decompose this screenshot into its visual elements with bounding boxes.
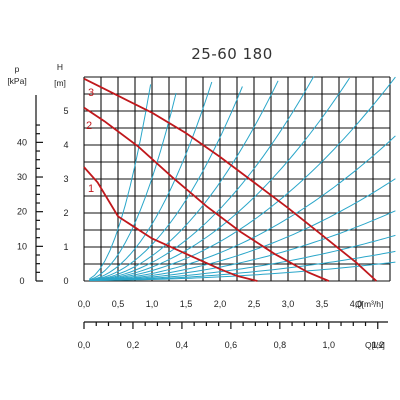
pump-curve-label: 3 xyxy=(88,87,94,99)
flow-ls-tick-label: 0,0 xyxy=(78,340,91,350)
flow-tick-label: 3,5 xyxy=(316,299,329,309)
head-tick-label: 3 xyxy=(63,174,68,184)
head-tick-label: 2 xyxy=(63,208,68,218)
flow-ls-tick-label: 1,0 xyxy=(323,340,336,350)
head-tick-label: 0 xyxy=(63,276,68,286)
pump-curves: 1 2 3 xyxy=(83,77,378,282)
head-axis-label: H xyxy=(57,62,63,72)
flow-axis-ls: 0,0 0,2 0,4 0,6 0,8 1,0 1,2 xyxy=(78,321,388,350)
pump-curve-1 xyxy=(83,166,258,282)
flow-ls-tick-label: 0,6 xyxy=(225,340,238,350)
head-tick-label: 1 xyxy=(63,242,68,252)
system-curve xyxy=(89,84,152,280)
pressure-axis: 0 10 20 30 40 xyxy=(17,95,43,286)
pressure-tick-label: 40 xyxy=(17,137,27,147)
system-curve xyxy=(89,261,396,281)
flow-ls-tick-label: 1,2 xyxy=(372,340,385,350)
system-curve xyxy=(89,92,177,281)
system-curve xyxy=(89,210,396,281)
head-axis-unit: [m] xyxy=(54,78,66,88)
head-tick-label: 5 xyxy=(63,106,68,116)
flow-tick-label: 1,5 xyxy=(180,299,193,309)
system-curve xyxy=(89,80,279,281)
system-curve xyxy=(89,234,396,281)
pressure-axis-unit: [kPa] xyxy=(7,76,26,86)
system-curve xyxy=(89,77,350,281)
system-curve xyxy=(89,76,396,281)
flow-tick-label: 2,5 xyxy=(248,299,261,309)
pressure-tick-label: 30 xyxy=(17,172,27,182)
system-curve xyxy=(89,81,213,281)
flow-axis-label: Q[m³/h] xyxy=(355,299,383,309)
pump-curve-2 xyxy=(83,106,330,282)
system-curve xyxy=(89,178,396,281)
flow-tick-label: 2,0 xyxy=(214,299,227,309)
flow-tick-label: 3,0 xyxy=(282,299,295,309)
pump-curve-label: 1 xyxy=(88,183,94,195)
pump-curve-label: 2 xyxy=(86,120,92,132)
head-axis: 0 1 2 3 4 5 xyxy=(63,106,68,286)
flow-tick-label: 1,0 xyxy=(146,299,159,309)
flow-axis-m3h: 0,0 0,5 1,0 1,5 2,0 2,5 3,0 3,5 4,0 xyxy=(78,299,363,309)
pressure-axis-label: p xyxy=(15,64,20,74)
system-curve xyxy=(89,76,315,281)
flow-ls-tick-label: 0,2 xyxy=(127,340,140,350)
flow-ls-tick-label: 0,4 xyxy=(176,340,189,350)
head-tick-label: 4 xyxy=(63,140,68,150)
flow-ls-tick-label: 0,8 xyxy=(274,340,287,350)
pump-curve-3 xyxy=(83,77,378,282)
pressure-tick-label: 10 xyxy=(17,241,27,251)
system-curves xyxy=(89,76,396,281)
system-curve xyxy=(89,135,396,281)
system-curve xyxy=(89,86,243,281)
flow-tick-label: 0,0 xyxy=(78,299,91,309)
chart-title: 25-60 180 xyxy=(191,45,273,63)
flow-tick-label: 4,0 xyxy=(350,299,363,309)
pressure-tick-label: 0 xyxy=(19,276,24,286)
flow-axis-ls-label: Q[l/s] xyxy=(365,340,385,350)
pressure-tick-label: 20 xyxy=(17,207,27,217)
flow-tick-label: 0,5 xyxy=(112,299,125,309)
